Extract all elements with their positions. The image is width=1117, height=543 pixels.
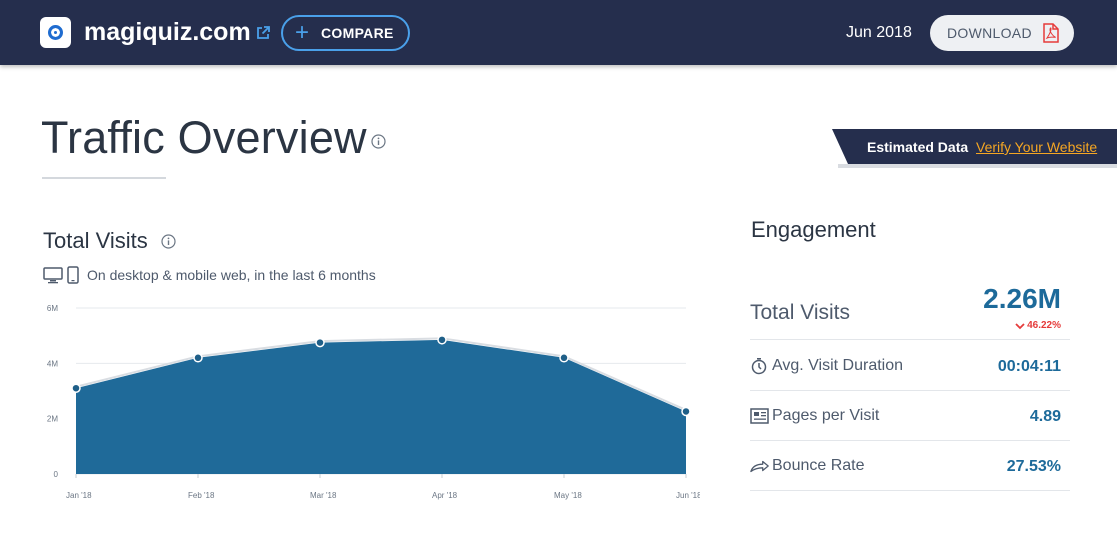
x-tick-label: May '18: [554, 491, 582, 500]
data-point: [437, 335, 447, 345]
compare-label: COMPARE: [321, 25, 394, 41]
y-tick-label: 0: [54, 470, 59, 479]
total-visits-title: Total Visits: [43, 228, 148, 253]
row-value: 00:04:11: [997, 358, 1061, 375]
engagement-total-visits-row: Total Visits 2.26M 46.22%: [750, 283, 1070, 340]
title-underline: [42, 177, 166, 179]
site-favicon-icon: [40, 17, 71, 48]
data-point: [559, 353, 569, 363]
total-visits-change: 46.22%: [1015, 320, 1061, 331]
total-visits-chart: 0 2M 4M 6M Jan '18 Feb '18 Mar '18 Apr '18 May '…: [47, 304, 700, 500]
y-tick-label: 6M: [47, 304, 58, 313]
chevron-down-icon: [1015, 322, 1025, 329]
pdf-icon: [1043, 23, 1059, 43]
data-point: [681, 406, 691, 417]
verify-website-link[interactable]: Verify Your Website: [976, 139, 1098, 155]
row-label: Bounce Rate: [772, 457, 865, 474]
x-tick-label: Feb '18: [188, 491, 215, 500]
desktop-mobile-icon: [43, 266, 79, 284]
download-button[interactable]: DOWNLOAD: [930, 15, 1074, 51]
engagement-row-bounce: Bounce Rate 27.53%: [750, 441, 1070, 491]
row-label: Avg. Visit Duration: [772, 357, 904, 374]
series-line: [75, 337, 687, 411]
data-point: [71, 383, 81, 393]
row-label: Pages per Visit: [772, 407, 880, 424]
y-tick-label: 4M: [47, 359, 58, 368]
info-icon[interactable]: [371, 134, 386, 149]
engagement-row-pages: Pages per Visit 4.89: [750, 391, 1070, 441]
y-tick-label: 2M: [47, 415, 58, 424]
bounce-arrow-icon: [750, 460, 769, 473]
total-visits-description: On desktop & mobile web, in the last 6 m…: [87, 267, 376, 283]
date-selector[interactable]: Jun 2018: [846, 24, 912, 41]
plus-icon: +: [295, 19, 310, 46]
info-icon[interactable]: [161, 234, 176, 249]
data-point: [315, 337, 325, 348]
external-link-icon[interactable]: [255, 25, 271, 41]
x-tick-label: Jun '18: [676, 491, 700, 500]
x-tick-label: Mar '18: [310, 491, 337, 500]
page-title: Traffic Overview: [41, 112, 367, 163]
top-header: magiquiz.com + COMPARE Jun 2018 DOWNLOAD: [0, 0, 1117, 65]
stopwatch-icon: [751, 358, 767, 375]
total-visits-label: Total Visits: [750, 301, 850, 324]
compare-button[interactable]: + COMPARE: [281, 15, 410, 51]
site-name[interactable]: magiquiz.com: [84, 18, 251, 46]
data-point: [193, 353, 203, 363]
pages-icon: [750, 408, 769, 424]
x-tick-label: Jan '18: [66, 491, 92, 500]
row-value: 27.53%: [1006, 458, 1061, 475]
estimated-data-label: Estimated Data: [867, 139, 969, 155]
change-value: 46.22%: [1027, 320, 1061, 331]
x-tick-label: Apr '18: [432, 491, 458, 500]
engagement-title: Engagement: [751, 217, 876, 242]
banner-shadow: [838, 164, 1117, 168]
download-label: DOWNLOAD: [947, 25, 1032, 41]
area-series: [76, 339, 686, 474]
estimated-data-banner: [832, 129, 1117, 164]
engagement-row-duration: Avg. Visit Duration 00:04:11: [750, 341, 1070, 391]
total-visits-value: 2.26M: [983, 283, 1061, 314]
row-value: 4.89: [1029, 408, 1061, 425]
